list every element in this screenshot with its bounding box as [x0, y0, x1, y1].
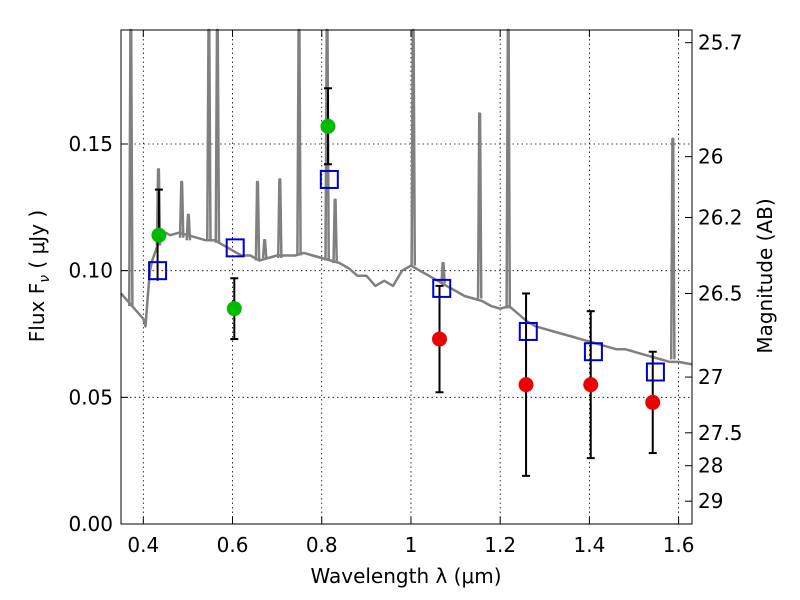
observed-point [226, 301, 242, 317]
x-axis-label: Wavelength λ (μm) [310, 564, 501, 588]
model-spectrum-layer [120, 28, 693, 366]
model-emission-line [206, 28, 212, 241]
model-emission-line [254, 180, 261, 261]
x-tick-label: 0.4 [127, 533, 159, 557]
right-tick-label: 27.5 [698, 421, 743, 445]
grid-layer [121, 30, 692, 525]
model-emission-line [276, 178, 283, 259]
model-emission-line [476, 112, 483, 299]
data-points-layer [148, 87, 665, 477]
model-photometry-point [518, 321, 538, 341]
x-tick-label: 1.4 [573, 533, 605, 557]
model-emission-line [178, 180, 185, 238]
plot-frame [120, 29, 693, 525]
y-axis-label-sub: ν [37, 275, 53, 283]
x-tick-label: 1.6 [663, 533, 695, 557]
right-axis-label: Magnitude (AB) [753, 198, 777, 353]
x-tick-label: 1 [405, 533, 418, 557]
right-tick-label: 29 [698, 489, 723, 513]
right-tick-label: 27 [698, 365, 723, 389]
model-emission-line [261, 239, 268, 259]
model-spectrum-line [120, 231, 693, 366]
observed-point [518, 377, 534, 393]
model-emission-line [332, 198, 338, 264]
observed-point [151, 227, 167, 243]
x-tick-label: 0.6 [217, 533, 249, 557]
x-tick-label: 0.8 [306, 533, 338, 557]
model-emission-line [296, 28, 302, 256]
model-photometry-point [148, 261, 168, 281]
y-tick-label: 0.00 [68, 512, 113, 536]
y-tick-label: 0.05 [68, 385, 113, 409]
observed-point [432, 331, 448, 347]
y-axis-label-main: Flux F [25, 283, 49, 342]
right-tick-label: 26.2 [698, 205, 743, 229]
model-photometry-point [432, 278, 452, 298]
x-tick-label: 1.2 [484, 533, 516, 557]
y-tick-label: 0.10 [68, 259, 113, 283]
observed-point [645, 394, 661, 410]
model-emission-line [669, 137, 676, 360]
model-emission-line [440, 261, 446, 284]
model-photometry-point [319, 169, 339, 189]
model-emission-line [127, 28, 134, 307]
model-emission-line [214, 28, 221, 243]
model-photometry-point [225, 238, 245, 258]
right-tick-label: 25.7 [698, 31, 743, 55]
right-tick-label: 26.5 [698, 281, 743, 305]
y-axis-label: Flux Fν ( μJy ) [25, 210, 53, 342]
right-tick-label: 28 [698, 454, 723, 478]
observed-point [320, 118, 336, 134]
ticks-layer: 0.4 0.6 0.8 1 1.2 1.4 1.6 0.00 0.05 0.10 0.15 25.7 2… [68, 30, 743, 557]
model-emission-line [185, 213, 192, 241]
y-axis-label-unit: ( μJy ) [25, 210, 49, 275]
model-emission-line [505, 28, 512, 309]
right-tick-label: 26 [698, 145, 723, 169]
y-tick-label: 0.15 [68, 132, 113, 156]
model-emission-line [410, 28, 417, 266]
model-photometry-point [645, 362, 665, 382]
model-photometry-point [583, 342, 603, 362]
observed-point [583, 377, 599, 393]
